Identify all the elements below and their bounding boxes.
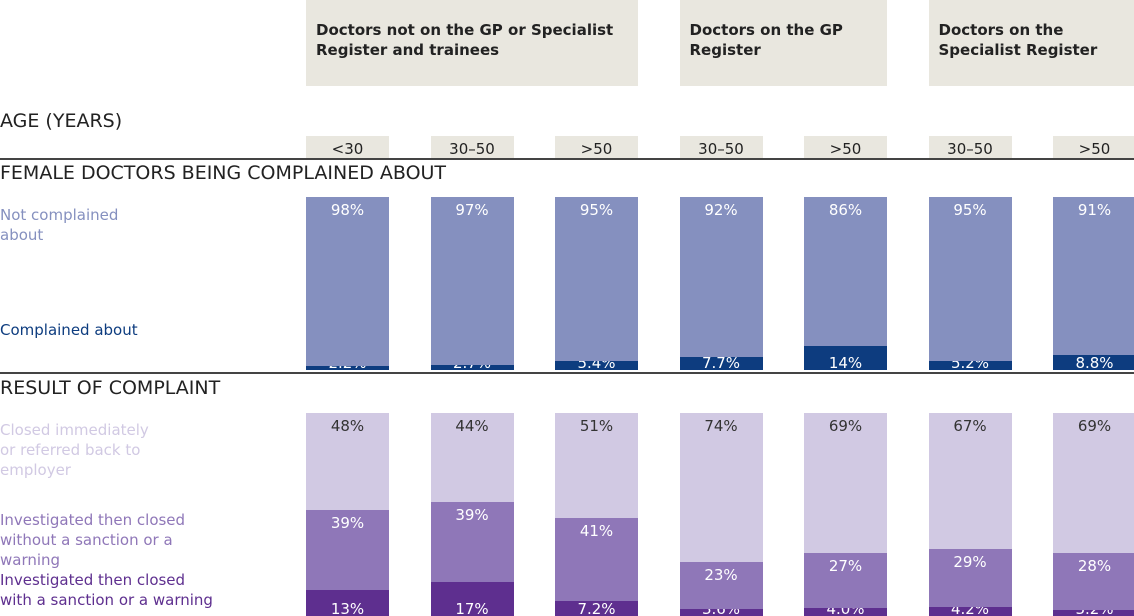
legend-label: Investigated then closed with a sanction… [0,571,213,609]
bar-segment [430,413,514,503]
bar-segment [679,562,763,609]
value-label: 41% [579,522,614,541]
value-label: 27% [828,557,863,576]
value-label: 14% [828,354,863,372]
group-header: Doctors on the GP Register [679,0,887,86]
age-label: AGE (YEARS) [0,110,123,132]
bar-segment [306,413,389,511]
bar-segment [1053,197,1134,355]
bar-segment [679,413,763,563]
bar-segment [1053,354,1134,370]
value-label: 39% [330,514,365,533]
bar-segment [555,360,638,370]
bar-segment [430,365,514,370]
value-label: 23% [704,566,738,584]
bar-segment [555,518,638,602]
value-label: 74% [704,417,738,435]
bar-segment [1053,552,1134,610]
bar-segment [928,197,1012,362]
value-label: 17% [455,600,489,616]
bar-segment [306,197,389,367]
bar-segment [679,197,763,357]
value-label: 86% [828,201,863,219]
bar-segment [430,197,514,366]
rule [0,158,1134,160]
bar-segment [928,361,1012,370]
value-label: 51% [579,417,614,435]
group-header: Doctors not on the GP or Specialist Regi… [306,0,638,86]
bar-segment [555,601,638,616]
panel-title: RESULT OF COMPLAINT [0,377,221,399]
value-label: 8.8% [1075,354,1114,372]
legend-label: Not complained about [0,206,119,244]
category-label: 30–50 [928,136,1012,158]
category-label: >50 [1053,136,1134,158]
bar-segment [679,356,763,370]
value-label: 69% [1077,417,1112,435]
rule [0,372,1134,374]
value-label: 44% [455,417,489,435]
category-label: >50 [555,136,638,158]
value-label: 28% [1077,556,1112,575]
bar-segment [928,548,1012,608]
category-label: 30–50 [430,136,514,158]
category-label: <30 [306,136,389,158]
value-label: 95% [579,201,614,219]
value-label: 67% [953,417,987,435]
bar-segment [1053,609,1134,616]
category-label: >50 [804,136,887,158]
bar-segment [430,502,514,582]
legend-label: Complained about [0,321,138,339]
legend-label: Investigated then closed without a sanct… [0,511,186,569]
value-label: 48% [330,417,365,435]
value-label: 69% [828,417,863,435]
legend-label: Closed immediately or referred back to e… [0,421,149,479]
bar-segment [555,413,638,519]
value-label: 7.7% [701,354,741,372]
bar-segment [804,197,887,346]
bar-segment [928,413,1012,549]
value-label: 95% [953,201,987,219]
bar-segment [306,510,389,590]
bar-segment [804,413,887,554]
value-label: 13% [330,600,365,616]
bar-segment [804,607,887,616]
bar-segment [306,589,389,616]
value-label: 97% [455,201,489,219]
bar-segment [430,581,514,616]
value-label: 29% [953,552,987,571]
bar-segment [306,366,389,370]
panel-title: FEMALE DOCTORS BEING COMPLAINED ABOUT [0,162,447,184]
value-label: 91% [1077,201,1112,219]
bar-segment [1053,413,1134,553]
bar-segment [804,345,887,370]
bar-segment [555,197,638,361]
bar-segment [679,608,763,616]
value-label: 98% [330,201,365,219]
group-header: Doctors on the Specialist Register [928,0,1134,86]
value-label: 39% [455,506,489,525]
value-label: 92% [704,201,738,219]
value-label: 7.2% [577,600,616,616]
bar-segment [804,553,887,608]
bar-segment [928,607,1012,616]
category-label: 30–50 [679,136,763,158]
